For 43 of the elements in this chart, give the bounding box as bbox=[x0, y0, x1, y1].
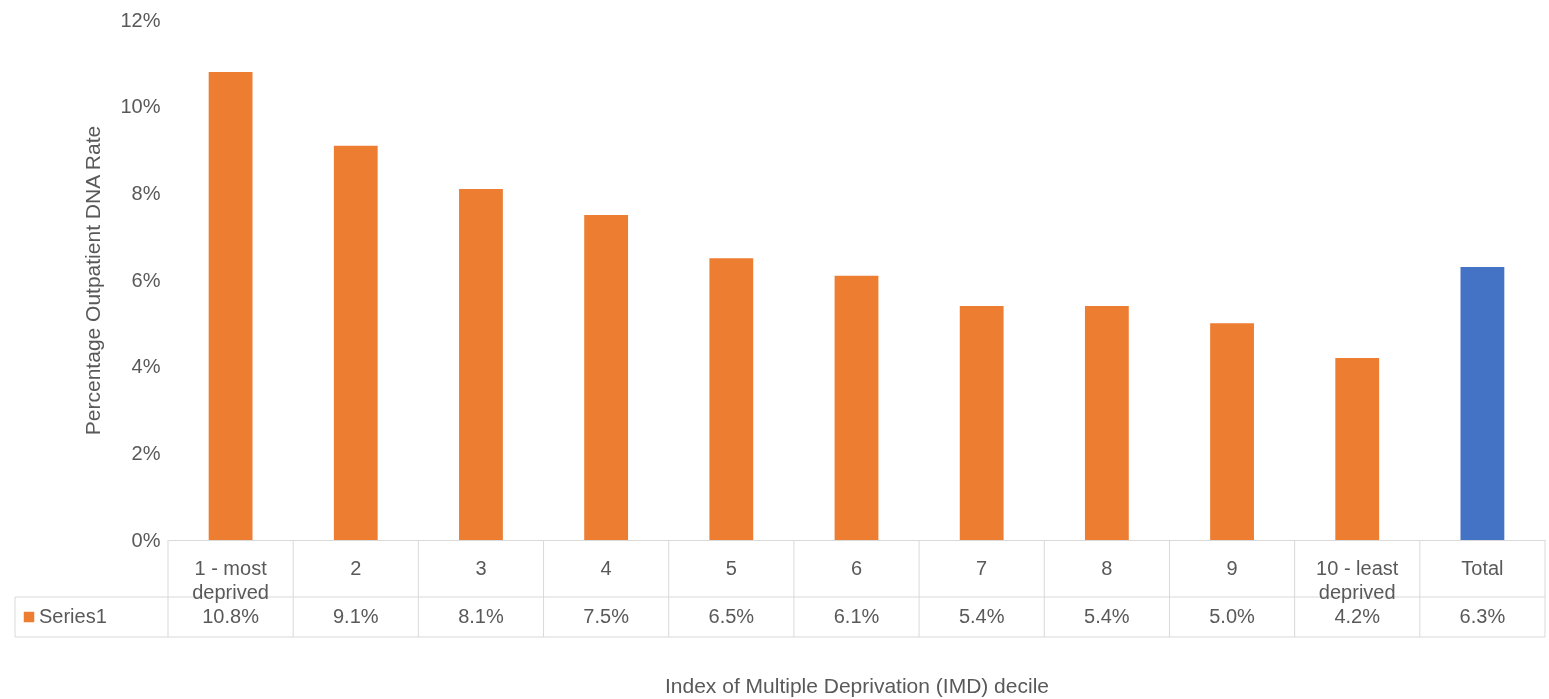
x-tick-label: 1 - most deprived bbox=[192, 556, 269, 603]
y-tick-label: 6% bbox=[131, 268, 161, 291]
y-tick-label: 4% bbox=[131, 355, 161, 378]
data-label: 5.0% bbox=[1209, 605, 1256, 627]
y-tick-label: 8% bbox=[131, 181, 161, 204]
bar bbox=[459, 189, 503, 540]
bar bbox=[333, 145, 378, 540]
x-tick-label: 5 bbox=[725, 556, 737, 579]
data-label: 7.5% bbox=[583, 605, 630, 627]
x-tick-label: 2 bbox=[350, 556, 362, 579]
x-tick-label: Total bbox=[1461, 556, 1504, 579]
x-tick-label: 7 bbox=[976, 556, 988, 579]
x-tick-label: 9 bbox=[1226, 556, 1238, 579]
bar bbox=[959, 306, 1004, 540]
bar bbox=[709, 258, 754, 540]
data-label: 8.1% bbox=[458, 605, 504, 627]
y-axis-title: Percentage Outpatient DNA Rate bbox=[81, 125, 105, 436]
bar bbox=[1084, 306, 1129, 540]
bar bbox=[208, 72, 253, 540]
legend-label: Series1 bbox=[39, 605, 107, 627]
y-tick-label: 10% bbox=[120, 95, 161, 118]
data-label: 6.5% bbox=[708, 605, 755, 627]
x-tick-label: 4 bbox=[600, 556, 612, 579]
bar bbox=[584, 215, 629, 540]
x-tick-label: 8 bbox=[1101, 556, 1113, 579]
x-axis-title: Index of Multiple Deprivation (IMD) decile bbox=[665, 673, 1049, 697]
data-label: 5.4% bbox=[958, 605, 1005, 627]
data-label: 5.4% bbox=[1084, 605, 1130, 627]
x-tick-label: 10 - least deprived bbox=[1316, 556, 1399, 603]
bar bbox=[1210, 323, 1254, 540]
x-tick-label: 6 bbox=[850, 556, 863, 579]
data-label: 10.8% bbox=[202, 605, 260, 627]
y-tick-label: 2% bbox=[131, 441, 161, 464]
bar bbox=[834, 275, 879, 540]
y-tick-label: 0% bbox=[131, 528, 161, 551]
data-label: 6.3% bbox=[1459, 605, 1506, 627]
data-label: 9.1% bbox=[332, 605, 379, 627]
x-tick-label: 3 bbox=[475, 556, 487, 579]
y-tick-label: 12% bbox=[120, 8, 161, 31]
data-label: 4.2% bbox=[1334, 605, 1381, 627]
bar bbox=[1335, 358, 1380, 540]
bar bbox=[1460, 267, 1505, 540]
data-label: 6.1% bbox=[833, 605, 880, 627]
